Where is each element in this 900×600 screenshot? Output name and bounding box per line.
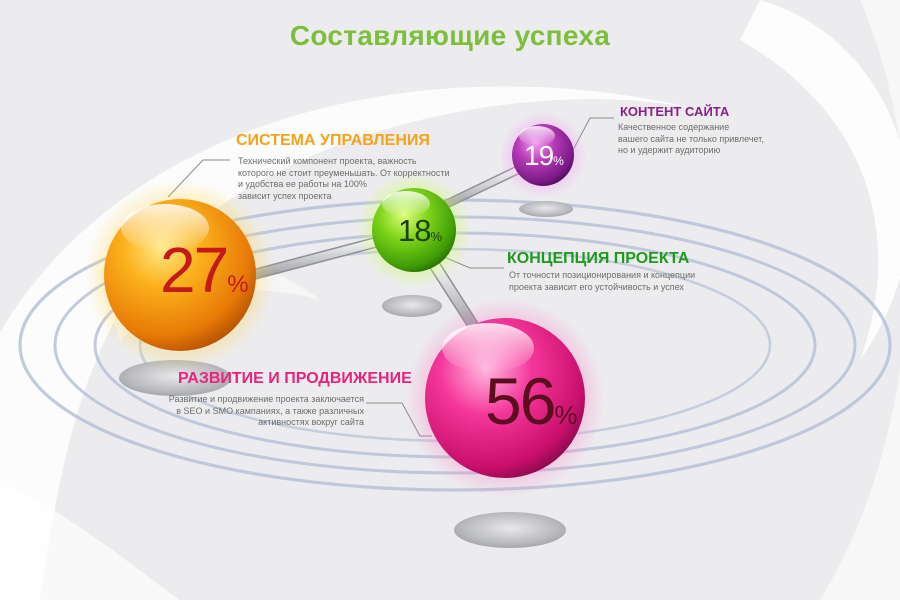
description-concept: От точности позиционирования и концепции… [509,270,695,293]
label-concept: КОНЦЕПЦИЯ ПРОЕКТА [507,250,690,267]
description-system: Технический компонент проекта, важность … [238,156,449,202]
value-content: 19% [524,142,564,170]
sphere-system [104,199,256,351]
value-concept-percent: % [430,229,443,244]
value-promotion-number: 56 [485,364,556,438]
sphere-concept [372,188,456,272]
label-content: КОНТЕНТ САЙТА [620,104,730,119]
value-content-number: 19 [524,140,554,171]
label-system: СИСТЕМА УПРАВЛЕНИЯ [236,132,430,149]
description-content: Качественное содержание вашего сайта не … [618,122,764,157]
page-title: Составляющие успеха [289,20,611,51]
description-line: От точности позиционирования и концепции [509,270,696,280]
sphere-promotion [425,318,585,478]
description-line: активностях вокруг сайта [258,417,364,427]
description-line: Технический компонент проекта, важность [238,156,417,166]
label-promotion: РАЗВИТИЕ И ПРОДВИЖЕНИЕ [178,370,412,387]
ball-shadows [119,201,573,548]
description-line: вашего сайта не только привлечет, [618,133,764,144]
description-line: и удобства ее работы на 100% [238,179,367,189]
value-system-number: 27 [160,234,229,306]
description-line: которого не стоит преуменьшать. От корре… [238,167,450,178]
value-concept: 18% [398,215,442,246]
description-line: Развитие и продвижение проекта заключает… [168,394,364,404]
description-line: проекта зависит его устойчивость и успех [509,281,684,292]
description-line: но и удержит аудиторию [618,145,721,155]
value-system: 27% [160,238,249,302]
description-line: Качественное содержание [618,122,730,132]
value-content-percent: % [553,154,564,168]
value-promotion-percent: % [554,400,578,430]
description-line: в SEO и SMO кампаниях, а также различных [176,405,364,416]
value-system-percent: % [227,271,249,298]
sphere-content [512,124,574,186]
description-promotion: Развитие и продвижение проекта заключает… [160,394,364,429]
value-concept-number: 18 [398,213,431,248]
value-promotion: 56% [485,368,578,434]
description-line: зависит успех проекта [238,190,332,201]
